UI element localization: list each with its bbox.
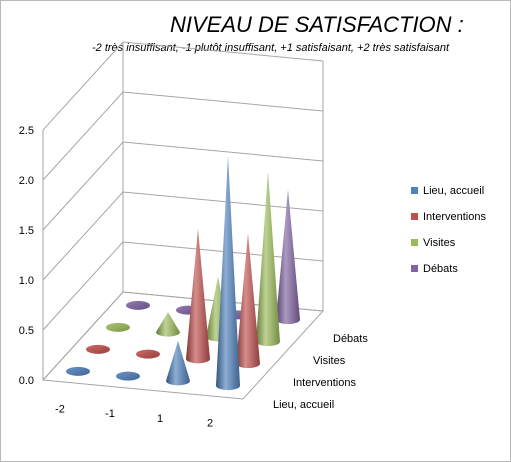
series-axis-tick-label: Interventions [293,377,356,389]
cone-base [106,322,130,332]
y-tick-label: 2.5 [19,125,34,137]
series-axis-tick-labels: Lieu, accueil Interventions Visites Débats [273,333,368,411]
y-tick-label: 1.0 [19,275,34,287]
gridline [42,41,324,131]
y-tick-label: 0.5 [19,325,34,337]
cone-visites-0 [106,322,130,332]
legend-swatch [411,212,418,220]
cone-body [236,233,260,369]
legend-label: Interventions [423,211,486,223]
cone-body [216,155,240,391]
chart-walls [41,42,325,400]
x-tick-label: 1 [157,413,163,425]
cone-base [66,366,90,376]
y-tick-label: 0.0 [19,375,34,387]
legend-label: Lieu, accueil [423,185,485,197]
cone-body [186,228,210,364]
cone-visites-3 [256,171,280,347]
x-tick-label: -1 [105,408,115,420]
x-tick-label: -2 [55,403,65,415]
cone-base [136,349,160,359]
gridline [42,191,324,281]
gridline [42,241,324,331]
gridlines [42,41,324,381]
series-axis-tick-label: Lieu, accueil [273,399,334,411]
y-tick-label: 1.5 [19,225,34,237]
cone-interventions-3 [236,233,260,369]
cone-body [156,312,180,337]
chart-title: NIVEAU DE SATISFACTION : [170,12,464,37]
cone-d-bats-0 [126,300,150,310]
x-axis-tick-labels: -2 -1 1 2 [55,403,213,429]
series-axis-tick-label: Visites [313,355,346,367]
y-tick-label: 2.0 [19,175,34,187]
cone-visites-1 [156,312,180,337]
legend-item: Visites [411,237,455,253]
legend-swatch [411,186,418,194]
gridline [42,291,324,381]
legend-item: Débats [411,263,458,279]
series-axis-tick-label: Débats [333,333,368,345]
cone-lieu-accueil-1 [116,371,140,381]
cone-interventions-0 [86,344,110,354]
gridline [42,141,324,231]
cone-base [126,300,150,310]
y-axis-tick-labels: 0.0 0.5 1.0 1.5 2.0 2.5 [19,125,34,387]
cone-body [166,340,190,386]
gridline [42,91,324,181]
legend-swatch [411,238,418,246]
cone-base [86,344,110,354]
cone-series [66,155,300,391]
cone-lieu-accueil-3 [216,155,240,391]
legend-item: Interventions [411,211,486,227]
legend-swatch [411,264,418,272]
legend-label: Débats [423,263,458,275]
cone-interventions-2 [186,228,210,364]
cone-body [256,171,280,347]
cone-base [116,371,140,381]
legend-item: Lieu, accueil [411,185,484,201]
cone-lieu-accueil-0 [66,366,90,376]
x-tick-label: 2 [207,418,213,430]
cone-d-bats-3 [276,189,300,325]
chart-subtitle: -2 très insuffisant, -1 plutôt insuffisa… [92,42,450,54]
legend-label: Visites [423,237,456,249]
cone-interventions-1 [136,349,160,359]
cone-lieu-accueil-2 [166,340,190,386]
cone-body [276,189,300,325]
